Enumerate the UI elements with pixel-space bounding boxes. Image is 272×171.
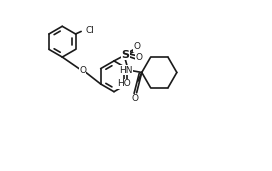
Text: HO: HO: [117, 79, 131, 88]
Text: HN: HN: [119, 66, 133, 75]
Text: O: O: [132, 94, 139, 103]
Text: Cl: Cl: [86, 26, 94, 35]
Text: S: S: [121, 50, 129, 60]
Text: O: O: [136, 52, 143, 62]
Text: O: O: [79, 66, 86, 75]
Text: O: O: [134, 42, 141, 51]
